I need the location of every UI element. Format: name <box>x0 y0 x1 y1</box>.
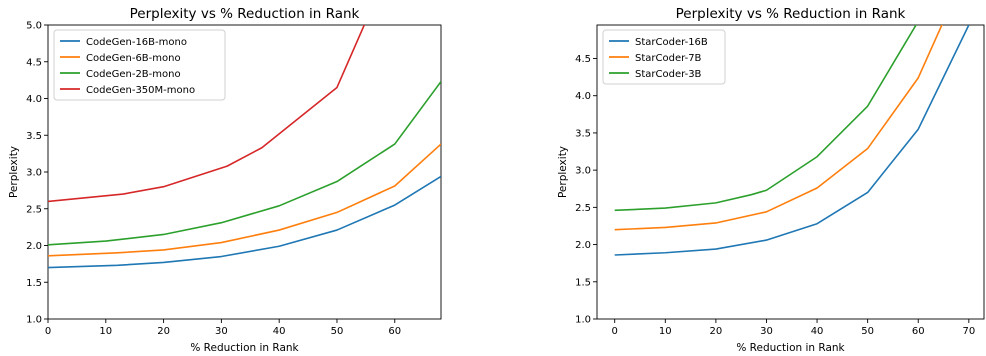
right-chart: Perplexity vs % Reduction in Rank 0 10 20 30… <box>557 6 985 354</box>
legend-box <box>53 29 226 101</box>
series-line-0 <box>614 25 970 256</box>
x-tick-label: 30 <box>760 326 773 337</box>
series-line-0 <box>48 175 441 269</box>
legend-label-2: CodeGen-2B-mono <box>86 69 181 80</box>
x-tick-label: 40 <box>811 326 824 337</box>
y-tick-label: 5.0 <box>26 21 42 32</box>
y-tick-label: 4.0 <box>575 91 591 102</box>
series-group <box>48 25 441 269</box>
y-tick-label: 4.5 <box>575 54 591 65</box>
y-tick-label: 2.0 <box>575 240 591 251</box>
y-tick-label: 3.5 <box>26 131 42 142</box>
x-tick-label: 20 <box>157 326 170 337</box>
legend-label-1: CodeGen-6B-mono <box>86 53 181 64</box>
y-tick-label: 1.0 <box>26 315 42 326</box>
y-tick-label: 3.0 <box>575 166 591 177</box>
y-axis-label: Perplexity <box>557 146 569 198</box>
y-tick-label: 2.0 <box>26 241 42 252</box>
y-tick-label: 1.0 <box>575 315 591 326</box>
left-chart: Perplexity vs % Reduction in Rank 0 10 20 30… <box>8 6 442 354</box>
legend-label-3: CodeGen-350M-mono <box>86 85 195 96</box>
x-tick-label: 50 <box>331 326 344 337</box>
legend-label-0: StarCoder-16B <box>635 37 708 48</box>
x-tick-label: 10 <box>99 326 112 337</box>
x-tick-label: 0 <box>45 326 51 337</box>
y-tick-label: 2.5 <box>575 203 591 214</box>
series-group <box>614 25 970 256</box>
y-axis-label: Perplexity <box>8 146 20 198</box>
series-line-1 <box>48 143 441 257</box>
y-tick-label: 4.0 <box>26 94 42 105</box>
x-axis-label: % Reduction in Rank <box>736 342 845 354</box>
x-tick-label: 20 <box>710 326 723 337</box>
x-tick-label: 0 <box>612 326 618 337</box>
chart-title: Perplexity vs % Reduction in Rank <box>676 6 906 22</box>
plot-frame <box>596 24 985 320</box>
x-axis-label: % Reduction in Rank <box>190 342 299 354</box>
y-tick-label: 1.5 <box>575 277 591 288</box>
x-tick-label: 60 <box>388 326 401 337</box>
x-tick-label: 40 <box>273 326 286 337</box>
x-tick-label: 10 <box>659 326 672 337</box>
x-tick-label: 30 <box>215 326 228 337</box>
legend-box <box>602 29 726 85</box>
series-line-2 <box>48 81 441 246</box>
y-tick-label: 3.5 <box>575 128 591 139</box>
y-tick-label: 2.5 <box>26 204 42 215</box>
x-tick-label: 60 <box>912 326 925 337</box>
series-line-1 <box>614 25 943 231</box>
legend-label-2: StarCoder-3B <box>635 69 702 80</box>
legend-label-0: CodeGen-16B-mono <box>86 37 187 48</box>
legend-label-1: StarCoder-7B <box>635 53 702 64</box>
x-tick-label: 50 <box>861 326 874 337</box>
series-line-2 <box>614 25 917 212</box>
series-line-3 <box>48 25 366 203</box>
y-tick-label: 1.5 <box>26 278 42 289</box>
legend: StarCoder-16B StarCoder-7B StarCoder-3B <box>602 29 726 85</box>
legend: CodeGen-16B-mono CodeGen-6B-mono CodeGen-2… <box>53 29 226 101</box>
x-tick-label: 70 <box>962 326 975 337</box>
y-tick-label: 3.0 <box>26 168 42 179</box>
y-tick-label: 4.5 <box>26 57 42 68</box>
chart-title: Perplexity vs % Reduction in Rank <box>130 6 360 22</box>
